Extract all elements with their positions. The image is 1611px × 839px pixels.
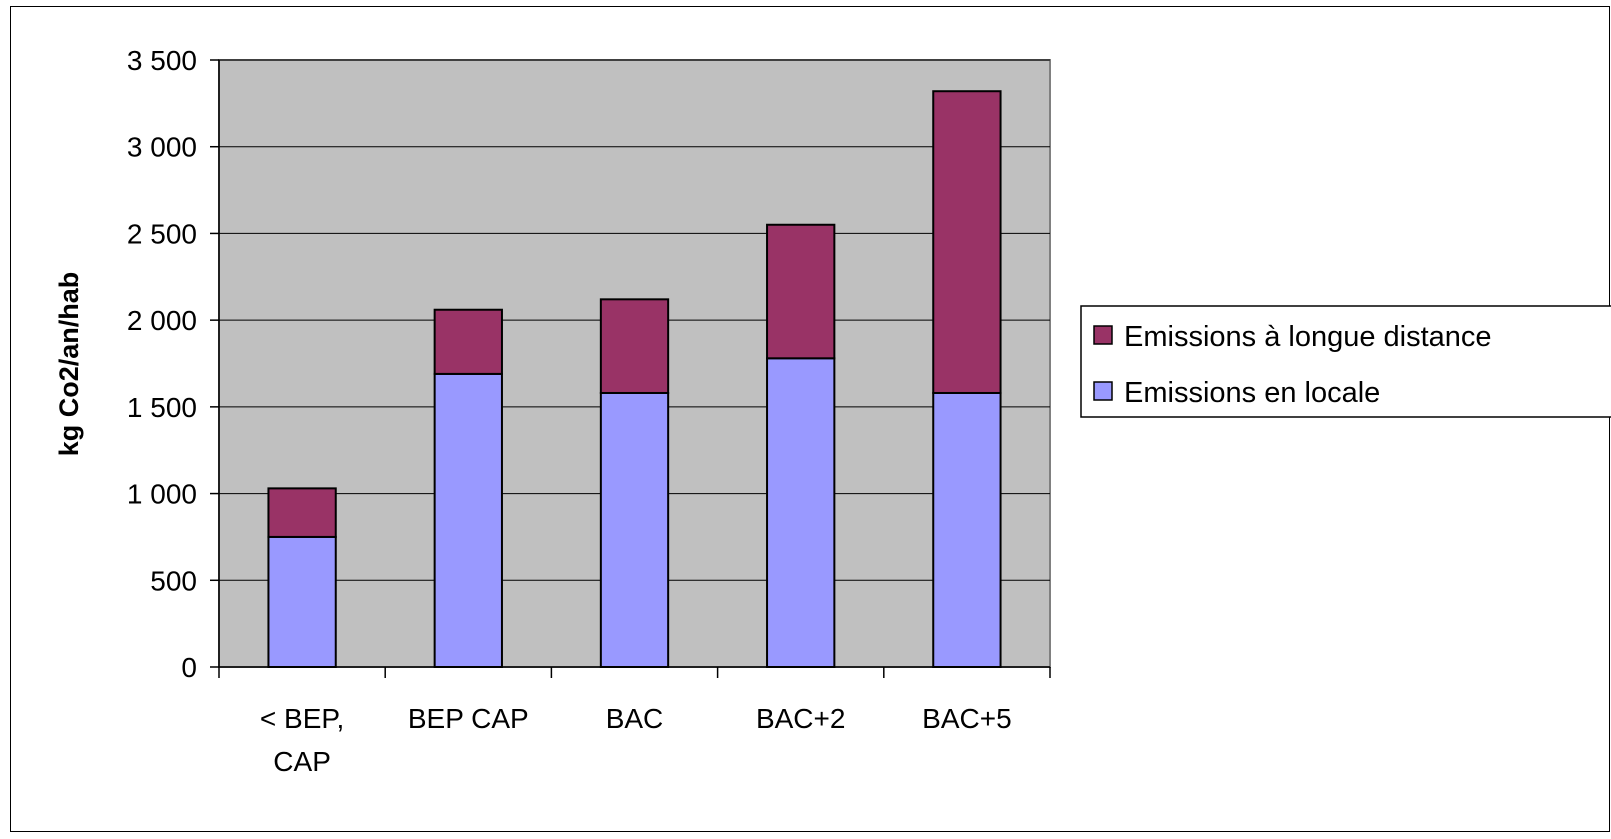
legend-swatch <box>1093 325 1113 345</box>
legend-label: Emissions en locale <box>1124 377 1380 409</box>
x-tick-label: CAP <box>273 746 331 777</box>
y-tick-label: 1 000 <box>127 479 197 510</box>
bar-segment <box>433 372 503 668</box>
legend-label: Emissions à longue distance <box>1124 321 1492 353</box>
legend-swatch <box>1093 381 1113 401</box>
y-tick-labels: 0 500 1 000 1 500 2 000 2 500 3 000 3 500 <box>127 45 197 683</box>
bar-segment <box>599 298 670 394</box>
y-tick-label: 2 000 <box>127 305 197 336</box>
legend-box <box>1080 305 1611 418</box>
bar-segment <box>932 391 1002 668</box>
bar-segment <box>433 308 503 375</box>
y-tick-label: 0 <box>181 652 197 683</box>
y-axis-title: kg Co2/an/hab <box>54 272 84 457</box>
bar-segment <box>766 223 836 360</box>
x-tick-label: BAC+5 <box>922 703 1012 734</box>
y-tick-label: 3 000 <box>127 132 197 163</box>
legend: Emissions à longue distance Emissions en … <box>1080 305 1611 418</box>
bar-segment <box>267 487 337 538</box>
bar-segment <box>932 90 1002 394</box>
x-tick-label: < BEP, <box>260 703 344 734</box>
x-tick-label: BAC+2 <box>756 703 846 734</box>
bar-segment <box>267 535 337 669</box>
y-tick-label: 2 500 <box>127 218 197 249</box>
bar-segment <box>599 391 670 668</box>
x-tick-label: BAC <box>606 703 664 734</box>
bar-segment <box>766 357 836 668</box>
y-tick-label: 3 500 <box>127 45 197 76</box>
bars <box>267 90 1002 669</box>
axes <box>210 59 1051 678</box>
x-tick-labels: < BEP, CAP BEP CAP BAC BAC+2 BAC+5 <box>260 703 1012 777</box>
y-tick-label: 1 500 <box>127 392 197 423</box>
x-tick-label: BEP CAP <box>408 703 529 734</box>
y-tick-label: 500 <box>150 565 197 596</box>
